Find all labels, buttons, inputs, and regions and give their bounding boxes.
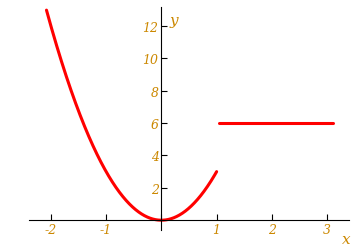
Text: x: x — [342, 232, 351, 245]
Text: y: y — [170, 14, 178, 28]
